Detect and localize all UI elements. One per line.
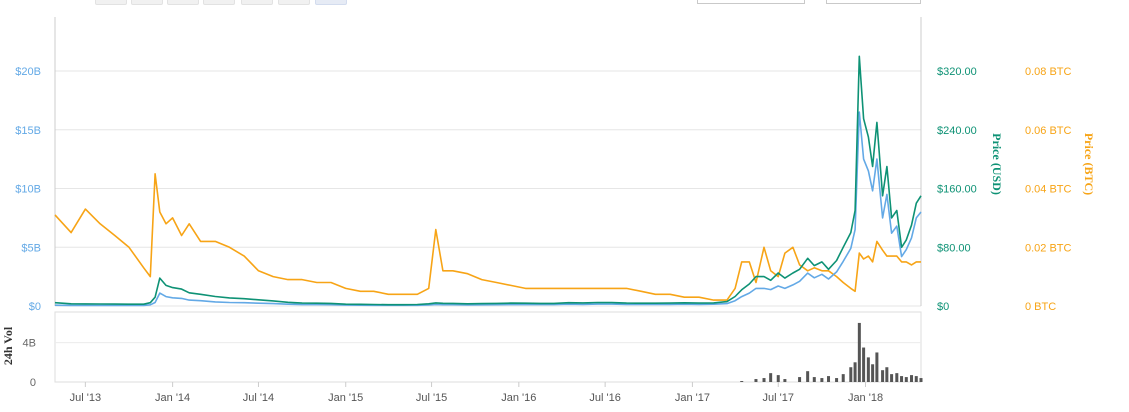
x-tick-label: Jul '16 — [589, 392, 620, 404]
usd-axis-title: Price (USD) — [990, 133, 1004, 195]
usd-tick-label: $0 — [937, 301, 949, 313]
volume-bar — [806, 371, 810, 382]
series-line-mcap — [54, 111, 922, 307]
volume-bar — [853, 362, 857, 382]
btc-axis-title: Price (BTC) — [1082, 133, 1096, 195]
volume-bar — [827, 376, 831, 382]
zoom-button-3m[interactable] — [203, 0, 235, 5]
mcap-tick-label: $0 — [29, 301, 41, 313]
volume-bar — [835, 378, 839, 382]
volume-bar — [885, 367, 889, 382]
date-to-input[interactable] — [826, 0, 921, 4]
top-toolbar — [0, 0, 1129, 6]
gridlines — [54, 17, 922, 307]
x-tick-label: Jan '15 — [328, 392, 363, 404]
volume-bar — [812, 377, 816, 382]
volume-bar — [914, 376, 918, 382]
volume-bar — [900, 376, 904, 382]
zoom-button-1y[interactable] — [241, 0, 273, 5]
volume-bar — [769, 373, 773, 382]
mcap-tick-label: $5B — [21, 242, 41, 254]
series-line-btc — [54, 173, 921, 301]
volume-frame — [54, 311, 922, 383]
series-line-usd — [54, 55, 922, 306]
volume-bar — [857, 322, 861, 382]
btc-tick-label: 0.06 BTC — [1025, 125, 1072, 137]
volume-bar — [895, 373, 899, 382]
btc-tick-label: 0.08 BTC — [1025, 66, 1072, 78]
x-tick-label: Jul '13 — [70, 392, 101, 404]
mcap-tick-label: $10B — [15, 184, 41, 196]
volume-bar — [881, 370, 885, 382]
zoom-button-7d[interactable] — [131, 0, 163, 5]
axis-titles: Price (USD) Price (BTC) 24h Vol — [1, 133, 1096, 365]
date-from-input[interactable] — [697, 0, 805, 4]
usd-tick-label: $80.00 — [937, 242, 971, 254]
x-tick-label: Jan '14 — [155, 392, 190, 404]
volume-axis-title: 24h Vol — [1, 326, 15, 365]
volume-bar — [762, 378, 766, 382]
mcap-tick-label: $20B — [15, 66, 41, 78]
volume-bar — [740, 381, 744, 382]
volume-bar — [910, 375, 914, 382]
x-tick-label: Jul '17 — [763, 392, 794, 404]
volume-bar — [871, 364, 875, 382]
btc-tick-label: 0.04 BTC — [1025, 184, 1072, 196]
usd-tick-label: $320.00 — [937, 66, 977, 78]
volume-bar — [866, 357, 870, 382]
volume-bar — [919, 378, 923, 382]
x-tick-label: Jan '18 — [848, 392, 883, 404]
volume-bar — [849, 367, 853, 382]
volume-bar — [890, 374, 894, 382]
volume-bar — [798, 377, 802, 382]
volume-panel — [54, 311, 923, 383]
volume-bar — [904, 377, 908, 382]
x-tick-label: Jul '15 — [416, 392, 447, 404]
btc-tick-label: 0.02 BTC — [1025, 242, 1072, 254]
volume-bar — [783, 379, 787, 382]
x-tick-label: Jan '17 — [675, 392, 710, 404]
volume-bar — [754, 379, 758, 382]
volume-bar — [841, 374, 845, 382]
mcap-tick-label: $15B — [15, 125, 41, 137]
volume-bar — [776, 375, 780, 382]
x-tick-label: Jul '14 — [243, 392, 274, 404]
volume-bar — [820, 378, 824, 382]
zoom-button-1d[interactable] — [95, 0, 127, 5]
usd-tick-label: $160.00 — [937, 184, 977, 196]
series-lines — [54, 55, 922, 307]
volume-tick-label: 4B — [23, 338, 36, 350]
usd-tick-label: $240.00 — [937, 125, 977, 137]
zoom-button-1m[interactable] — [167, 0, 199, 5]
x-tick-label: Jan '16 — [501, 392, 536, 404]
axis-ticks: $0 $5B $10B $15B $20B $0 $80.00 $160.00 $240.00 $… — [15, 66, 1071, 404]
btc-tick-label: 0 BTC — [1025, 301, 1056, 313]
volume-bar — [875, 352, 879, 382]
zoom-button-ytd[interactable] — [278, 0, 310, 5]
zoom-button-all[interactable] — [315, 0, 347, 5]
volume-tick-label: 0 — [30, 377, 36, 389]
volume-bar — [862, 347, 866, 382]
